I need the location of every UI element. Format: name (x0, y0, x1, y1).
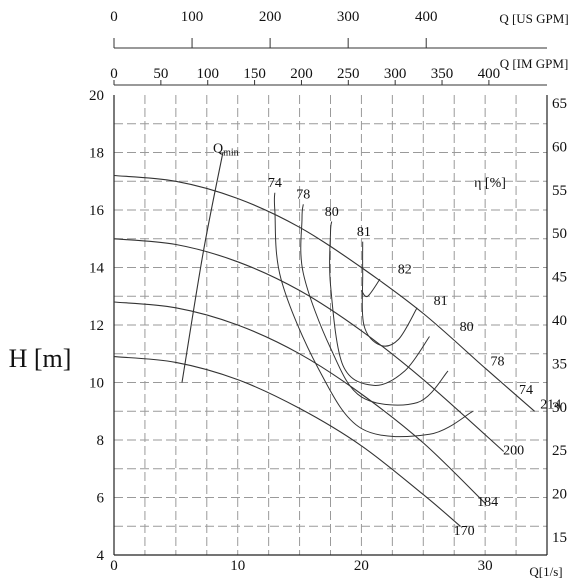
y-tick-label: 8 (97, 433, 105, 449)
top-tick-label: 400 (478, 66, 501, 82)
eta-label: η [%] (474, 176, 506, 191)
hq-curve-200 (113, 238, 505, 452)
x-tick-label: 20 (354, 558, 369, 574)
top-tick-label: 0 (110, 66, 118, 82)
y-tick-label: 4 (97, 548, 105, 564)
efficiency-label: 81 (357, 225, 371, 240)
qmin-line (181, 152, 224, 383)
top-tick-label: 200 (290, 66, 313, 82)
top-tick-label: 0 (110, 9, 118, 25)
efficiency-label: 78 (491, 354, 505, 369)
x-tick-label: 10 (230, 558, 245, 574)
efficiency-label: 74 (268, 176, 282, 191)
top-axis-0: 0 100 200 300 400 Q [US GPM] (110, 9, 569, 49)
top-tick-label: 150 (243, 66, 266, 82)
grid (114, 95, 547, 555)
efficiency-curve-81 (361, 241, 418, 347)
eta-tick-label: 40 (552, 313, 567, 329)
y-tick-label: 14 (89, 261, 105, 277)
efficiency-label: 81 (434, 294, 448, 309)
eta-tick-label: 60 (552, 139, 567, 155)
efficiency-label: 80 (460, 320, 474, 335)
impeller-diameter-label: 200 (503, 443, 524, 458)
top-tick-label: 300 (384, 66, 407, 82)
eta-tick-label: 25 (552, 443, 567, 459)
y-tick-label: 18 (89, 146, 104, 162)
y-axis-label: H [m] (9, 344, 72, 373)
efficiency-curve-78 (300, 204, 449, 406)
impeller-diameter-label: 184 (477, 495, 498, 510)
impeller-diameter-label: 170 (454, 524, 475, 539)
efficiency-curve-82 (361, 278, 381, 298)
efficiency-label: 78 (296, 188, 310, 203)
y-tick-label: 20 (89, 88, 104, 104)
top-axis-label: Q [US GPM] (499, 11, 568, 26)
efficiency-curve-74 (273, 192, 474, 438)
top-tick-label: 200 (259, 9, 282, 25)
x-tick-label: 30 (478, 558, 493, 574)
eta-tick-label: 35 (552, 356, 567, 372)
eta-tick-label: 50 (552, 226, 567, 242)
eta-tick-label: 55 (552, 183, 567, 199)
qmin-label-main: Q (213, 142, 223, 157)
hq-curve-184 (113, 301, 486, 504)
impeller-diameter-label: 214 (540, 397, 561, 412)
top-tick-label: 50 (153, 66, 168, 82)
y-tick-label: 10 (89, 376, 104, 392)
x-tick-label: 0 (110, 558, 118, 574)
qmin-label-subscript: min (223, 148, 239, 159)
top-tick-label: 350 (431, 66, 454, 82)
hq-curve-170 (113, 356, 461, 527)
hq-curve-214 (113, 174, 535, 412)
top-tick-label: 300 (337, 9, 360, 25)
efficiency-curve-80 (329, 221, 430, 386)
y-tick-label: 16 (89, 203, 105, 219)
eta-tick-label: 20 (552, 487, 567, 503)
y-tick-label: 6 (97, 491, 105, 507)
top-tick-label: 400 (415, 9, 438, 25)
top-tick-label: 100 (196, 66, 219, 82)
eta-tick-label: 15 (552, 530, 567, 546)
y-tick-label: 12 (89, 318, 104, 334)
top-axis-label: Q [IM GPM] (500, 56, 569, 71)
eta-tick-label: 65 (552, 96, 567, 112)
eta-tick-label: 30 (552, 400, 567, 416)
qmin-label: Qmin (213, 142, 239, 159)
efficiency-label: 74 (519, 383, 533, 398)
eta-tick-label: 45 (552, 270, 567, 286)
efficiency-label: 80 (325, 205, 339, 220)
top-tick-label: 100 (181, 9, 204, 25)
efficiency-label: 82 (398, 262, 412, 277)
top-tick-label: 250 (337, 66, 360, 82)
x-axis-label: Q[1/s] (529, 564, 562, 579)
